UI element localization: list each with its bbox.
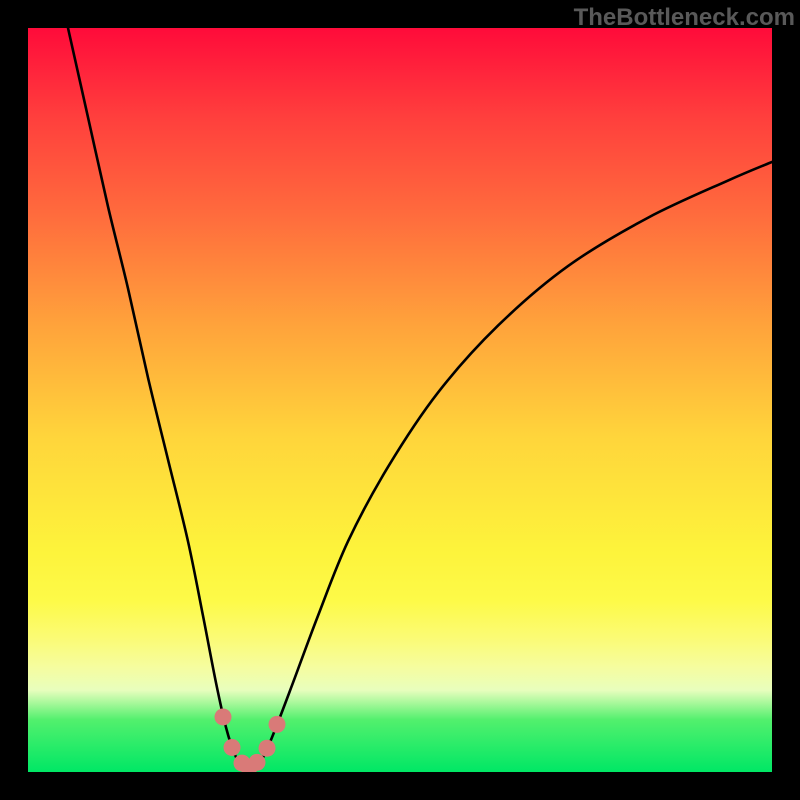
- plot-area: [28, 28, 772, 772]
- chart-root: TheBottleneck.com: [0, 0, 800, 800]
- watermark-text: TheBottleneck.com: [574, 4, 795, 32]
